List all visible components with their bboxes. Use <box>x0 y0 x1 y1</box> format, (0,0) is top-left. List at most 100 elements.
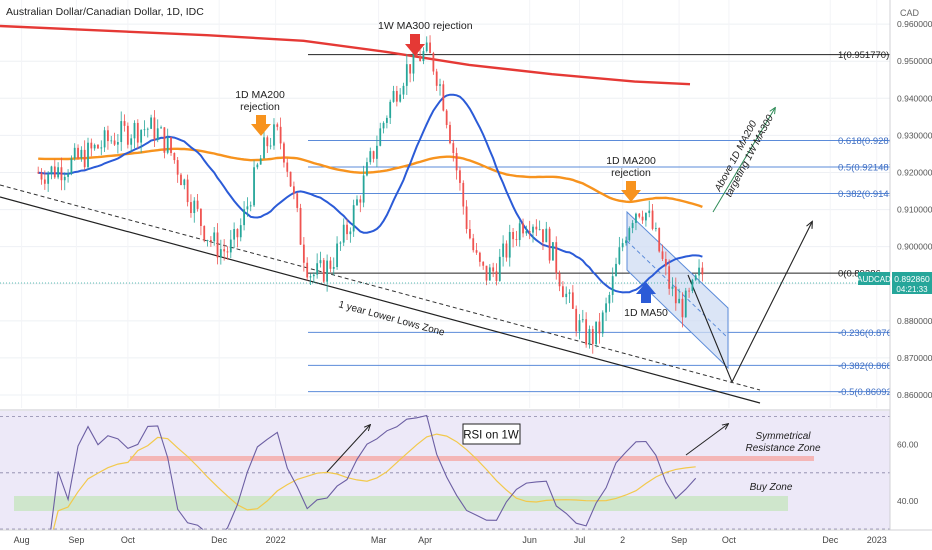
candle-body <box>236 229 239 238</box>
candle-body <box>60 167 63 181</box>
fib-level-label: 1(0.951770) <box>838 50 889 61</box>
fib-level-label: 0.382(0.91434 <box>838 189 899 200</box>
candle-body <box>432 53 435 72</box>
candle-body <box>595 321 598 345</box>
candle-body <box>631 222 634 229</box>
candle-body <box>87 142 89 168</box>
candle-body <box>512 232 514 240</box>
candle-body <box>528 231 531 233</box>
candle-body <box>561 286 564 298</box>
candle-body <box>385 117 388 123</box>
candle-body <box>376 145 378 159</box>
candle-body <box>259 158 262 165</box>
time-tick-label: Aug <box>14 535 30 545</box>
candle-body <box>190 202 192 214</box>
candle-body <box>362 175 365 203</box>
candle-body <box>399 94 402 102</box>
time-tick-label: Jul <box>574 535 586 545</box>
candle-body <box>542 229 544 243</box>
candle-body <box>565 293 568 298</box>
candle-body <box>209 240 212 242</box>
candle-body <box>150 117 153 129</box>
candle-body <box>176 160 179 175</box>
rsi-buy-zone <box>14 496 788 511</box>
candle-body <box>173 153 176 161</box>
candle-body <box>273 124 275 146</box>
candle-body <box>395 90 398 102</box>
candle-body <box>43 179 46 184</box>
rsi-resistance-label-line1: Symmetrical <box>755 431 811 442</box>
candle-body <box>246 206 249 210</box>
ma300-rejection-arrow <box>405 34 425 56</box>
candle-body <box>455 153 458 171</box>
candle-body <box>203 226 206 241</box>
candle-body <box>183 179 186 186</box>
price-tick-label: 0.900000 <box>897 242 932 252</box>
candle-body <box>402 85 405 95</box>
candle-body <box>332 267 335 269</box>
time-tick-label: 2 <box>620 535 625 545</box>
candle-body <box>67 173 69 177</box>
candle-body <box>160 127 162 129</box>
candle-body <box>588 329 591 345</box>
candle-body <box>688 290 690 292</box>
annotation-ma300-rejection: 1W MA300 rejection <box>378 20 473 32</box>
rsi-tick-label: 40.00 <box>897 496 919 506</box>
candle-body <box>498 256 501 281</box>
candle-body <box>439 84 441 86</box>
candle-body <box>269 145 272 147</box>
candle-body <box>611 276 614 295</box>
candle-body <box>405 64 408 86</box>
candle-body <box>90 142 93 149</box>
candle-body <box>465 206 468 229</box>
time-tick-label: Sep <box>671 535 687 545</box>
price-tick-label: 0.960000 <box>897 19 932 29</box>
candle-body <box>213 232 216 242</box>
candle-body <box>651 210 654 229</box>
candle-body <box>425 42 428 52</box>
candle-body <box>256 164 259 168</box>
rsi-panel-bg <box>0 411 890 529</box>
candle-body <box>508 232 511 258</box>
time-axis <box>0 530 932 550</box>
annotation-ma50: 1D MA50 <box>624 307 668 319</box>
candle-body <box>492 267 495 272</box>
candle-body <box>57 167 60 178</box>
rsi-resistance-zone <box>130 456 814 461</box>
candle-body <box>50 166 53 175</box>
candle-body <box>605 303 607 313</box>
candle-body <box>329 260 332 269</box>
candle-body <box>116 142 119 145</box>
candle-body <box>392 90 395 102</box>
lower-lows-dashed-line <box>0 184 761 391</box>
ma50-support-arrow <box>636 282 656 303</box>
time-tick-label: Oct <box>121 535 136 545</box>
price-tick-label: 0.860000 <box>897 390 932 400</box>
price-tag-value: 0.892860 <box>894 274 930 284</box>
candle-body <box>575 308 578 332</box>
rsi-title: RSI on 1W <box>463 430 519 442</box>
candle-body <box>223 249 226 252</box>
candle-body <box>532 226 534 233</box>
candle-body <box>309 276 312 278</box>
candle-body <box>548 228 551 261</box>
candle-body <box>621 243 624 248</box>
candle-body <box>156 128 159 140</box>
candle-body <box>93 144 96 149</box>
candle-body <box>615 263 617 277</box>
candle-body <box>226 251 229 253</box>
candle-body <box>372 151 375 159</box>
candle-body <box>83 149 86 168</box>
annotation-ma200-rejection-right-line1: 1D MA200 <box>606 155 656 167</box>
candle-body <box>283 143 285 163</box>
fib-level-label: 0.618(0.92863 <box>838 136 899 147</box>
candle-body <box>635 213 637 223</box>
time-tick-label: 2022 <box>266 535 286 545</box>
candle-body <box>233 229 236 240</box>
candle-body <box>299 207 302 245</box>
time-tick-label: Sep <box>68 535 84 545</box>
candle-body <box>193 200 196 214</box>
candle-body <box>674 286 677 304</box>
candle-body <box>306 262 309 278</box>
